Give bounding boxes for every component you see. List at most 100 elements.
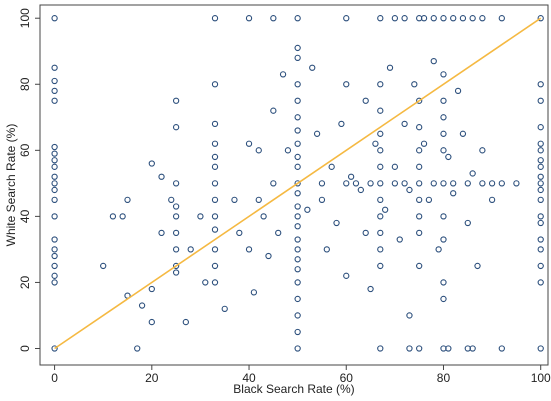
scatter-point <box>498 180 505 187</box>
scatter-point <box>255 196 262 204</box>
scatter-point <box>221 305 228 313</box>
scatter-point <box>294 127 301 134</box>
scatter-point <box>294 223 301 230</box>
scatter-point <box>381 206 389 213</box>
scatter-point <box>270 107 277 114</box>
scatter-point <box>454 87 462 95</box>
scatter-point <box>377 262 384 270</box>
scatter-point <box>420 15 428 22</box>
scatter-point <box>537 97 544 104</box>
scatter-point <box>309 64 316 71</box>
scatter-point <box>304 206 311 213</box>
scatter-point <box>440 130 447 137</box>
scatter-point <box>294 266 301 273</box>
scatter-point <box>51 77 58 85</box>
scatter-point <box>168 196 175 204</box>
scatter-point <box>401 120 408 128</box>
scatter-point <box>313 130 321 137</box>
scatter-point <box>425 196 433 204</box>
scatter-point <box>537 81 544 88</box>
scatter-point <box>537 262 544 270</box>
scatter-point <box>440 295 447 303</box>
scatter-point <box>498 15 505 22</box>
scatter-point <box>51 87 58 95</box>
scatter-point <box>537 186 544 194</box>
scatter-point <box>119 213 126 220</box>
scatter-point <box>416 213 423 220</box>
x-tick-label: 60 <box>340 371 354 385</box>
scatter-point <box>513 180 520 187</box>
scatter-point <box>537 140 544 147</box>
scatter-point <box>537 219 544 227</box>
scatter-point <box>51 196 58 204</box>
scatter-point <box>231 196 238 204</box>
scatter-point <box>294 163 301 170</box>
scatter-point <box>294 44 301 52</box>
scatter-point <box>343 180 350 187</box>
scatter-point <box>294 15 301 22</box>
scatter-point <box>488 180 496 187</box>
scatter-point <box>411 81 418 88</box>
scatter-point <box>148 285 155 293</box>
scatter-point <box>377 246 384 253</box>
scatter-point <box>420 140 428 147</box>
scatter-point <box>474 262 481 270</box>
scatter-point <box>318 180 326 187</box>
scatter-point <box>440 114 447 121</box>
scatter-point <box>51 345 58 352</box>
scatter-point <box>265 252 272 260</box>
scatter-point <box>294 295 301 303</box>
scatter-point <box>396 236 403 243</box>
scatter-point <box>294 328 301 336</box>
scatter-point <box>537 157 544 164</box>
scatter-point <box>537 246 544 253</box>
scatter-point <box>172 180 180 187</box>
scatter-point <box>357 186 364 194</box>
scatter-point <box>391 15 399 22</box>
scatter-point <box>211 81 219 88</box>
scatter-point <box>440 180 447 187</box>
scatter-point <box>469 15 476 22</box>
scatter-point <box>294 54 301 61</box>
scatter-point <box>294 312 301 319</box>
scatter-point <box>172 246 180 253</box>
scatter-point <box>211 226 219 233</box>
y-axis-label: White Search Rate (%) <box>4 124 18 247</box>
scatter-point <box>211 180 219 187</box>
scatter-point <box>416 229 423 237</box>
scatter-point <box>440 97 447 104</box>
scatter-point <box>537 196 544 204</box>
x-axis-label: Black Search Rate (%) <box>233 382 354 396</box>
scatter-point <box>284 147 292 154</box>
scatter-point <box>138 302 146 309</box>
scatter-point <box>416 124 423 131</box>
scatter-point <box>450 190 457 197</box>
y-tick-label: 80 <box>18 77 32 91</box>
scatter-point <box>537 180 544 187</box>
scatter-point <box>51 252 58 260</box>
scatter-point <box>211 262 219 270</box>
scatter-point <box>372 140 379 147</box>
scatter-point <box>328 163 335 170</box>
scatter-point <box>51 213 58 220</box>
scatter-point <box>250 289 258 296</box>
scatter-point <box>338 120 345 128</box>
scatter-point <box>294 97 301 104</box>
scatter-point <box>537 213 544 220</box>
scatter-point <box>211 120 219 128</box>
scatter-point <box>367 285 374 293</box>
x-tick-label: 100 <box>531 371 551 385</box>
scatter-point <box>445 345 452 352</box>
scatter-point <box>51 262 58 270</box>
scatter-point <box>255 147 262 154</box>
scatter-point <box>100 262 107 270</box>
scatter-point <box>401 15 408 22</box>
scatter-point <box>211 153 219 161</box>
scatter-point <box>391 180 399 187</box>
scatter-point <box>343 15 350 22</box>
scatter-point <box>435 246 442 253</box>
scatter-point <box>362 229 369 237</box>
scatter-point <box>197 213 204 220</box>
scatter-point <box>416 147 423 154</box>
scatter-point <box>172 213 180 220</box>
